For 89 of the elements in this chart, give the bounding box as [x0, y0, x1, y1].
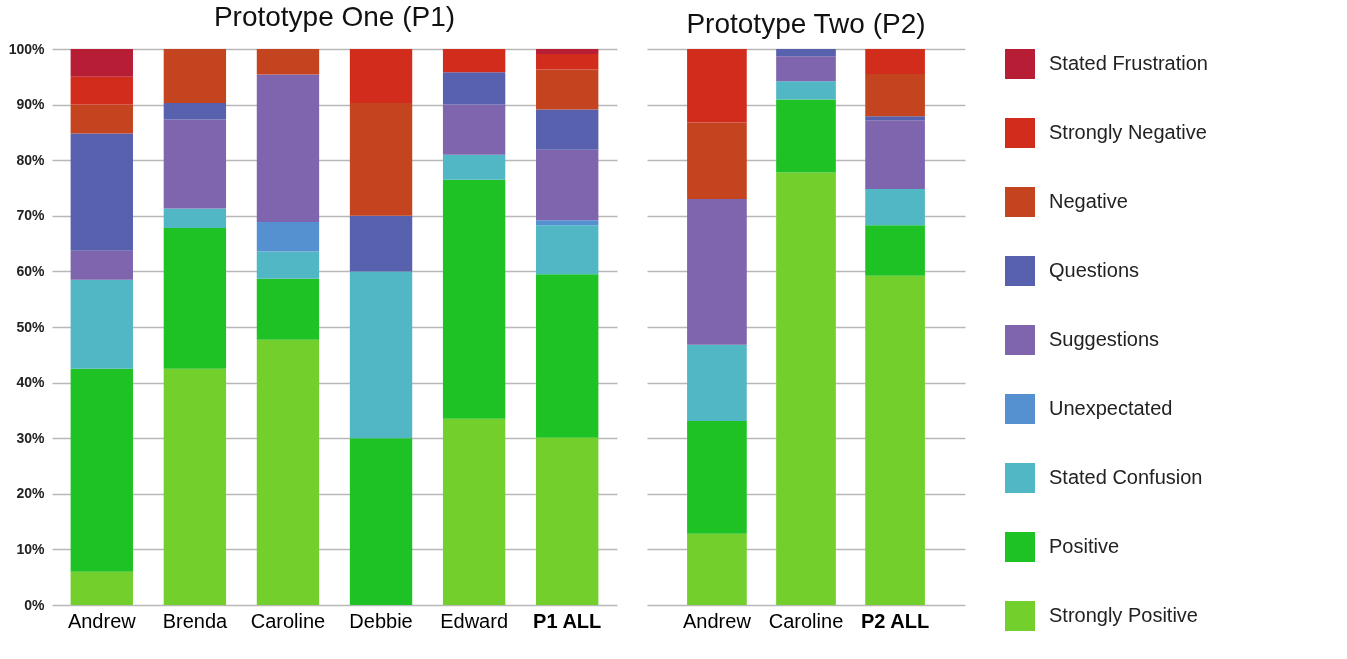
y-tick-label: 50% [16, 318, 46, 335]
bar [442, 104, 506, 155]
bar [70, 104, 133, 134]
y-tick-label: 60% [16, 262, 46, 279]
bar [163, 102, 227, 120]
x-tick-label: Brenda [162, 609, 228, 632]
bar [442, 418, 506, 605]
bar [70, 368, 133, 572]
bar [865, 275, 925, 605]
x-tick-label: Edward [440, 609, 509, 632]
bar [163, 49, 227, 103]
bar [442, 49, 506, 73]
bar [256, 251, 320, 279]
y-tick-label: 0% [24, 596, 46, 613]
bar [349, 215, 413, 272]
chart-title: Prototype Two (P2) [686, 8, 926, 39]
bar [865, 116, 925, 121]
bar [687, 533, 747, 605]
legend-label: Questions [1049, 259, 1140, 281]
bar [865, 189, 925, 226]
x-tick-label: Caroline [250, 609, 326, 632]
y-tick-label: 100% [8, 40, 46, 57]
bar [536, 220, 599, 226]
bar [687, 49, 747, 123]
legend-label: Strongly Negative [1049, 121, 1207, 143]
legend-label: Stated Frustration [1049, 52, 1208, 74]
x-tick-label: Debbie [349, 609, 413, 632]
bar [865, 49, 925, 75]
bar [865, 120, 925, 190]
bar [865, 225, 925, 276]
bar [687, 420, 747, 534]
bar [442, 179, 506, 419]
bar [256, 221, 320, 252]
bar [163, 119, 227, 209]
bar [349, 438, 413, 605]
bar [536, 274, 599, 438]
x-tick-label: Andrew [67, 609, 137, 632]
bar [70, 250, 133, 280]
x-tick-label: P2 ALL [861, 609, 930, 632]
bar [70, 133, 133, 251]
bar [865, 74, 925, 117]
bar [776, 56, 836, 82]
bar [349, 102, 413, 216]
bar [256, 339, 320, 605]
bar [256, 74, 320, 222]
bar [70, 571, 133, 605]
x-tick-label: P1 ALL [533, 609, 602, 632]
bar [536, 437, 599, 605]
bar [163, 228, 227, 369]
bar [256, 278, 320, 340]
y-tick-label: 30% [16, 429, 46, 446]
y-tick-label: 10% [16, 540, 46, 557]
y-tick-label: 80% [16, 151, 46, 168]
bar [687, 344, 747, 421]
bar [70, 49, 133, 77]
bar [70, 76, 133, 105]
bar [776, 99, 836, 173]
bar [70, 279, 133, 369]
bar [536, 54, 599, 70]
chart-title: Prototype One (P1) [213, 1, 456, 32]
bar [442, 154, 506, 180]
legend-label: Stated Confusion [1049, 466, 1203, 488]
bar [163, 208, 227, 229]
bar [536, 69, 599, 110]
bar [776, 81, 836, 100]
y-tick-label: 90% [16, 96, 46, 113]
bar [776, 172, 836, 605]
x-tick-label: Caroline [768, 609, 844, 632]
legend-label: Unexpectated [1049, 397, 1173, 419]
y-tick-label: 40% [16, 374, 46, 391]
legend-label: Negative [1049, 190, 1128, 212]
x-tick-label: Andrew [683, 609, 752, 632]
bar [256, 49, 320, 75]
bar [687, 122, 747, 200]
bar [536, 49, 599, 54]
bar [776, 49, 836, 57]
bar [442, 72, 506, 105]
bar [536, 109, 599, 150]
y-tick-label: 70% [16, 207, 46, 224]
bar [687, 199, 747, 345]
legend-label: Strongly Positive [1049, 604, 1198, 626]
bar [536, 149, 599, 221]
bar [349, 271, 413, 439]
legend-label: Suggestions [1049, 328, 1160, 350]
y-tick-label: 20% [16, 485, 46, 502]
bar [536, 225, 599, 275]
bar [349, 49, 413, 103]
legend-label: Positive [1049, 535, 1120, 557]
bar [163, 368, 227, 605]
